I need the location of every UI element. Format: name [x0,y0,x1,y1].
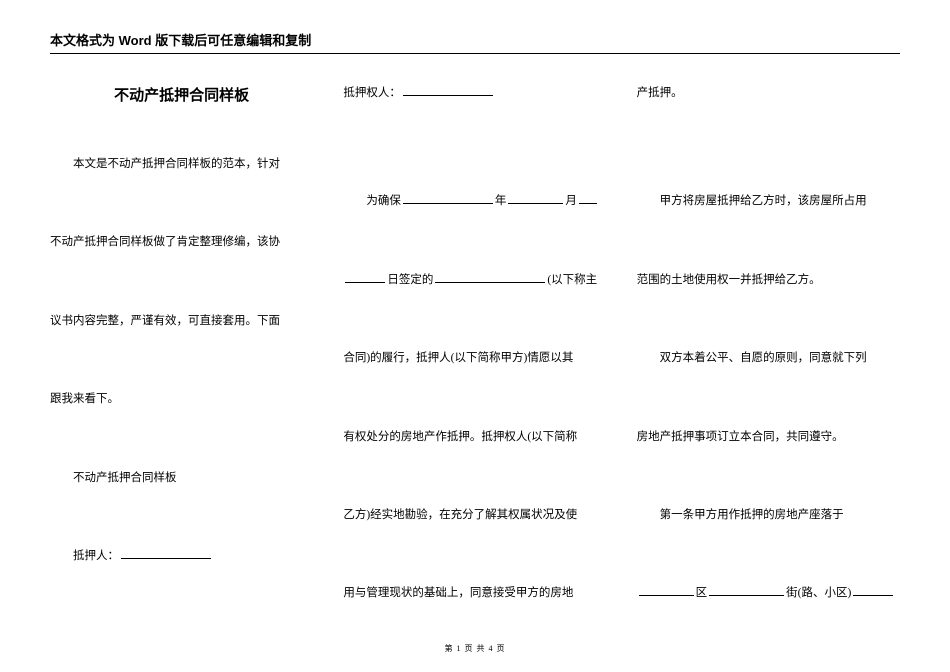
col1-para-4: 跟我来看下。 [50,390,313,408]
year-blank [403,193,493,205]
col1-para-2: 不动产抵押合同样板做了肯定整理修编，该协 [50,233,313,251]
col2-para-7: 用与管理现状的基础上，同意接受甲方的房地 [343,584,606,602]
col1-para-1: 本文是不动产抵押合同样板的范本，针对 [50,155,313,173]
column-3: 产抵押。 甲方将房屋抵押给乙方时，该房屋所占用 范围的土地使用权一并抵押给乙方。… [637,84,900,604]
col2-para-6: 乙方)经实地勘验，在充分了解其权属状况及使 [343,506,606,524]
column-2: 抵押权人： 为确保 年 月 日签定的 (以下称主 合同)的履行，抵押人(以下简称甲方)… [343,84,606,604]
district-label: 区 [696,587,708,599]
col1-mortgagor-row: 抵押人： [50,547,313,565]
col3-para-4: 双方本着公平、自愿的原则，同意就下列 [637,349,900,367]
signed-label: 日签定的 [387,274,433,286]
col2-contract-row: 日签定的 (以下称主 [343,271,606,289]
mortgagee-blank [403,85,493,97]
district-blank [639,585,694,597]
col3-para-6: 第一条甲方用作抵押的房地产座落于 [637,506,900,524]
mortgagor-blank [121,547,211,559]
street-tail-blank [853,585,893,597]
col1-para-3: 议书内容完整，严谨有效，可直接套用。下面 [50,312,313,330]
column-1: 不动产抵押合同样板 本文是不动产抵押合同样板的范本，针对 不动产抵押合同样板做了… [50,84,313,604]
month-blank [508,193,563,205]
col3-para-2: 甲方将房屋抵押给乙方时，该房屋所占用 [637,192,900,210]
year-label: 年 [495,195,507,207]
contract-blank [435,271,545,283]
col3-para-5: 房地产抵押事项订立本合同，共同遵守。 [637,428,900,446]
document-title: 不动产抵押合同样板 [50,84,313,105]
col1-para-5: 不动产抵押合同样板 [50,469,313,487]
header-note: 本文格式为 Word 版下载后可任意编辑和复制 [50,30,900,54]
month-tail-blank [579,193,597,205]
col3-address-row: 区 街(路、小区) [637,584,900,602]
street-blank [709,585,784,597]
col2-mortgagee-row: 抵押权人： [343,84,606,102]
col3-para-1: 产抵押。 [637,84,900,102]
main-contract-label: (以下称主 [547,274,597,286]
col2-date-row: 为确保 年 月 [343,192,606,210]
page-footer: 第 1 页 共 4 页 [0,643,950,654]
month-label: 月 [565,195,577,207]
col3-para-3: 范围的土地使用权一并抵押给乙方。 [637,271,900,289]
mortgagee-label: 抵押权人： [343,87,401,99]
document-page: 本文格式为 Word 版下载后可任意编辑和复制 不动产抵押合同样板 本文是不动产… [0,0,950,672]
columns-container: 不动产抵押合同样板 本文是不动产抵押合同样板的范本，针对 不动产抵押合同样板做了… [50,84,900,604]
col2-para-5: 有权处分的房地产作抵押。抵押权人(以下简称 [343,428,606,446]
ensure-label: 为确保 [366,195,401,207]
street-label: 街(路、小区) [786,587,851,599]
col2-para-4: 合同)的履行，抵押人(以下简称甲方)情愿以其 [343,349,606,367]
mortgagor-label: 抵押人： [73,550,119,562]
day-blank [345,271,385,283]
